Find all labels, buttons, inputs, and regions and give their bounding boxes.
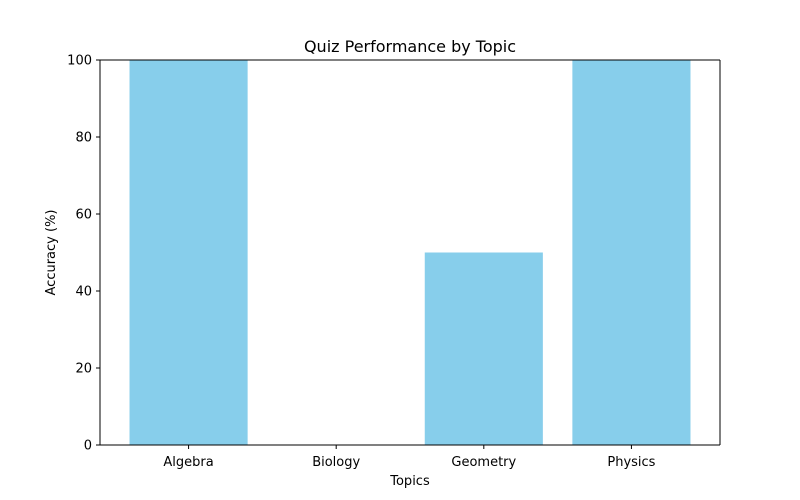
bar-geometry	[424, 252, 543, 445]
x-axis-ticks: Algebra Biology Geometry Physics	[163, 445, 656, 470]
x-tick-label: Algebra	[163, 455, 213, 470]
y-tick-label: 100	[67, 54, 92, 69]
x-tick-label: Geometry	[451, 455, 516, 470]
y-tick-label: 0	[84, 439, 92, 454]
y-tick-label: 60	[75, 208, 92, 223]
bar-algebra	[129, 60, 248, 445]
chart-title: Quiz Performance by Topic	[304, 37, 516, 56]
y-axis-ticks: 0 20 40 60 80 100	[67, 54, 100, 454]
x-axis-label: Topics	[389, 474, 430, 489]
y-axis-label: Accuracy (%)	[44, 210, 59, 296]
y-tick-label: 20	[75, 362, 92, 377]
x-tick-label: Biology	[312, 455, 360, 470]
bar-physics	[572, 60, 691, 445]
bars-layer	[129, 60, 691, 445]
y-tick-label: 80	[75, 131, 92, 146]
y-tick-label: 40	[75, 285, 92, 300]
x-tick-label: Physics	[607, 455, 655, 470]
